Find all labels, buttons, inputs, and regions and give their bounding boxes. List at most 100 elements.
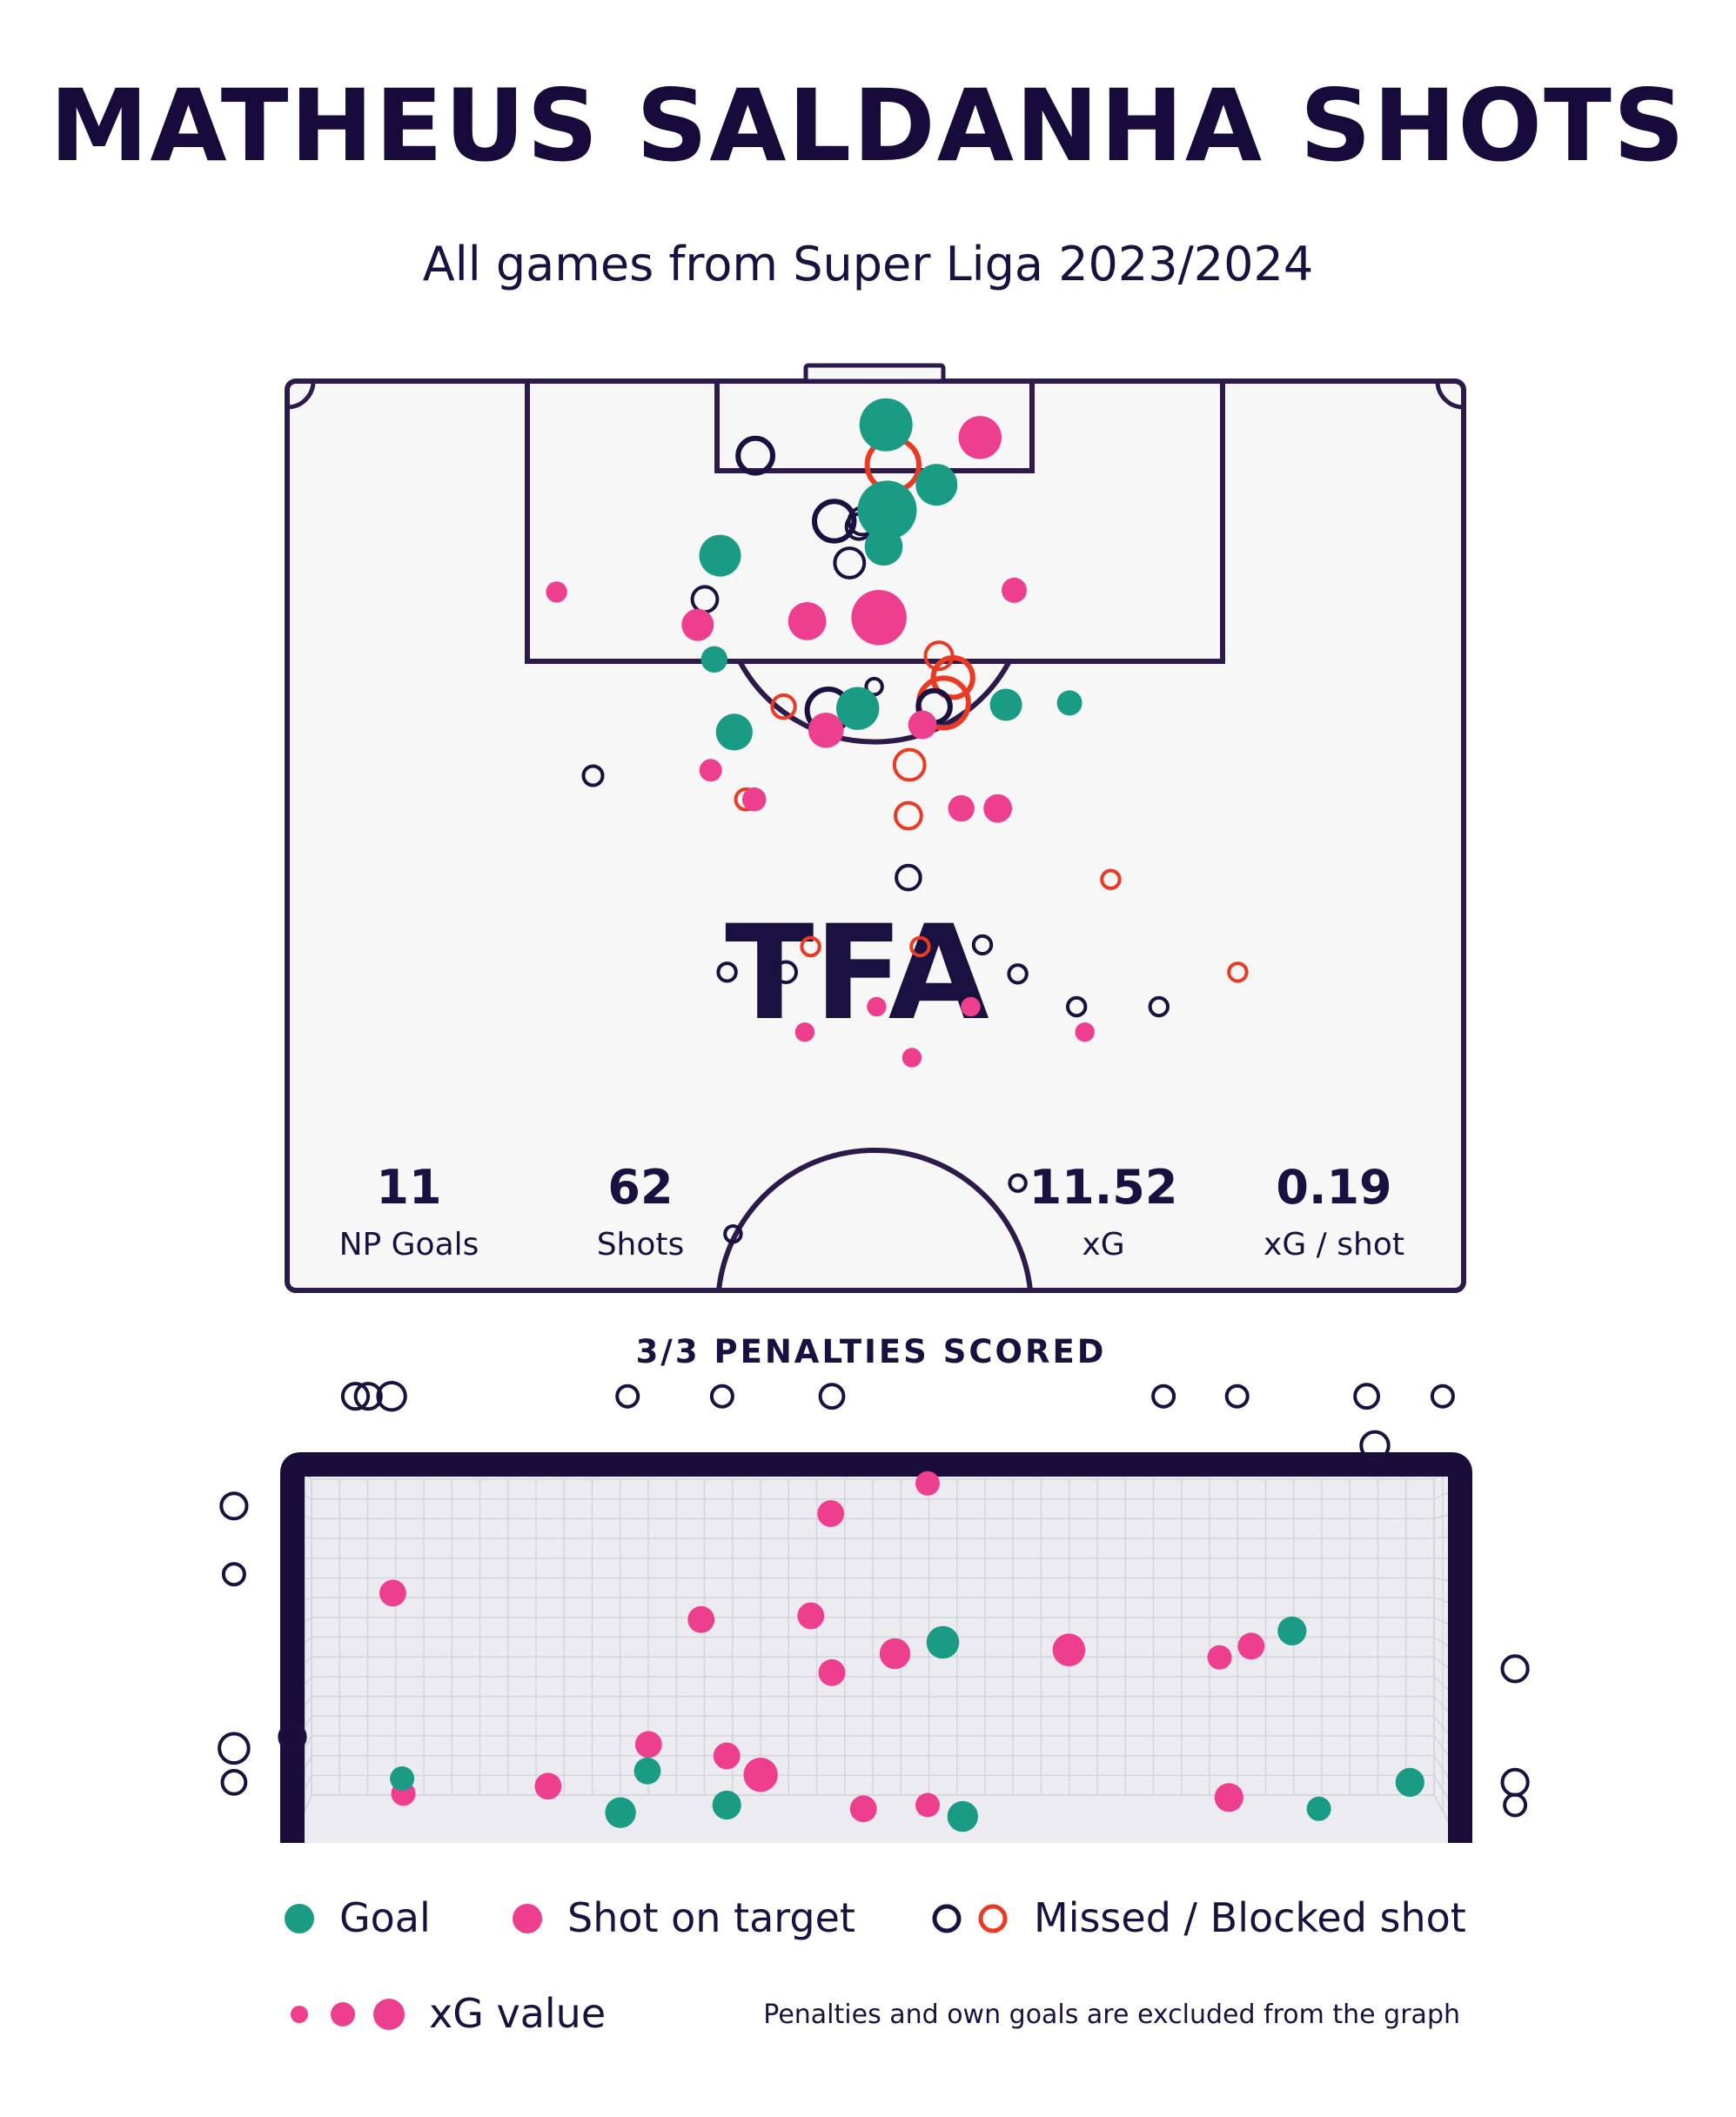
shot-marker-goal [1395,1767,1424,1797]
shot-marker-on-target [1207,1645,1232,1670]
shot-marker-on-target [818,1658,846,1686]
shot-marker-goal [915,464,958,506]
legend-xg-medium [331,2002,355,2027]
shot-marker-on-target [958,416,1002,459]
shot-marker-missed [723,1224,743,1244]
shot-marker-on-target [713,1742,741,1770]
shot-marker-blocked [1100,868,1122,890]
shot-marker-missed [812,499,857,544]
shot-marker-missed [581,764,605,787]
shot-marker-goal [926,1625,960,1659]
shot-marker-on-target [1237,1632,1265,1660]
goal-frame-posts [280,1452,1472,1843]
corner-arc-left [286,380,316,410]
shot-marker-missed [833,546,867,579]
legend: Goal Shot on target Missed / Blocked sho… [285,1894,1466,2037]
chart-subtitle: All games from Super Liga 2023/2024 [422,237,1314,291]
shot-marker-missed [735,435,775,476]
shot-marker-blocked [770,693,797,720]
shot-marker-on-target [699,759,722,782]
shot-marker-goal [633,1757,661,1785]
shot-marker-blocked [1227,961,1249,983]
shot-marker-missed [1007,963,1029,985]
goal-net-mesh [292,1464,1461,1844]
shot-marker-on-target [1002,577,1027,603]
shot-marker-on-target [948,794,975,822]
shot-marker-missed [1066,995,1088,1018]
shot-marker-missed [1503,1792,1528,1818]
legend-blocked-marker [978,1904,1008,1933]
shot-marker-goal [390,1766,415,1791]
corner-arc-right [1435,380,1465,410]
shot-marker-missed [1148,995,1170,1018]
shot-marker-goal [712,1790,741,1820]
goal-frame [803,363,946,384]
legend-missed-marker [932,1904,962,1933]
shot-marker-missed [340,1382,371,1411]
exclusion-note: Penalties and own goals are excluded fro… [763,2000,1460,2030]
legend-xg-label: xG value [429,1990,606,2037]
shot-marker-missed [1430,1383,1455,1409]
shot-marker-on-target [1075,1022,1095,1042]
shot-marker-on-target [379,1579,406,1607]
shot-marker-goal [715,713,753,751]
six-yard-box [714,381,1035,473]
shot-marker-on-target [687,1605,715,1633]
legend-on-target-marker [513,1904,542,1933]
shot-marker-on-target [741,787,767,812]
shot-marker-missed [709,1383,734,1409]
shot-marker-on-target [851,590,907,646]
shot-marker-goal [836,687,880,730]
shot-marker-missed [716,961,738,983]
shot-marker-missed [278,1722,307,1752]
shot-marker-goal [864,527,903,566]
shot-marker-blocked [894,801,923,831]
shot-marker-missed [971,934,994,956]
shot-marker-goal [857,480,917,540]
shot-marker-on-target [681,608,714,641]
shot-marker-blocked [909,935,931,958]
shot-marker-on-target [808,713,844,748]
shot-marker-on-target [788,602,827,640]
shot-marker-on-target [743,1758,778,1792]
shot-marker-missed [353,1382,383,1411]
shot-marker-missed [1353,1383,1380,1410]
shot-marker-on-target [849,1795,877,1823]
shot-marker-on-target [1214,1783,1243,1812]
shot-marker-goal [1306,1796,1331,1821]
legend-missed-label: Missed / Blocked shot [1034,1894,1466,1941]
stat-label-shots: Shots [597,1227,685,1263]
legend-xg-large [373,1999,405,2030]
chart-title: MATHEUS SALDANHA SHOTS [49,68,1687,184]
legend-goal-marker [285,1904,314,1933]
legend-xg-small [291,2006,308,2023]
shot-marker-on-target [634,1731,662,1759]
shot-marker-missed [218,1732,251,1765]
shot-marker-missed [1224,1383,1250,1409]
pitch-shots-layer [546,398,1249,1244]
shot-marker-on-target [915,1792,940,1818]
shot-marker-on-target [817,1500,845,1527]
pitch [285,363,1466,1293]
stat-label-xg-per-shot: xG / shot [1263,1227,1404,1263]
shot-marker-on-target [879,1638,911,1670]
shot-marker-missed [774,960,799,985]
shot-marker-missed [1500,1654,1530,1684]
stat-label-xg: xG [1082,1227,1124,1263]
shot-marker-on-target [915,1471,940,1496]
goal-net-back [292,1464,1460,1843]
shot-marker-missed [221,1562,246,1587]
goal-shots-layer [218,1381,1530,1832]
stat-value-np-goals: 11 [376,1160,441,1215]
shot-marker-missed [219,1491,249,1521]
shot-marker-missed [1008,1173,1028,1193]
shot-marker-goal [989,688,1022,721]
shot-marker-on-target [534,1772,562,1800]
legend-goal-label: Goal [339,1894,431,1941]
shot-marker-on-target [546,581,567,603]
stat-value-xg: 11.52 [1029,1160,1178,1215]
shot-marker-goal [1056,690,1082,716]
shot-marker-missed [220,1768,248,1796]
stats: 11 NP Goals 62 Shots 11.52 xG 0.19 xG / … [339,1160,1404,1263]
shot-marker-missed [376,1381,407,1412]
